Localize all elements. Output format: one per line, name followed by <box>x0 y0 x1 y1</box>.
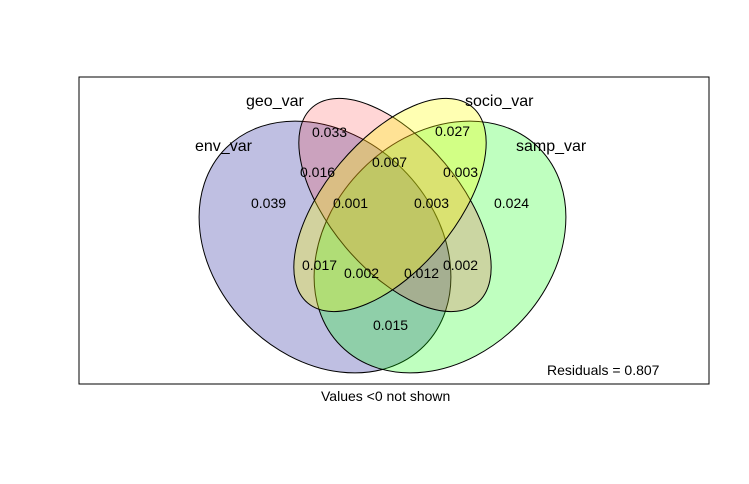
region-value-env-socio-samp: 0.002 <box>344 265 379 281</box>
ellipse-socio-var <box>293 97 487 313</box>
plot-frame <box>78 76 710 385</box>
ellipse-geo-var <box>298 97 492 313</box>
region-value-geo-samp: 0.002 <box>443 257 478 273</box>
set-label-geo-var: geo_var <box>246 93 304 110</box>
set-label-samp-var: samp_var <box>516 138 587 155</box>
region-value-env-only: 0.039 <box>251 195 286 211</box>
region-value-socio-only: 0.027 <box>435 123 470 139</box>
region-value-geo-socio-samp: 0.003 <box>414 195 449 211</box>
region-value-env-socio: 0.017 <box>302 257 337 273</box>
footnote: Values <0 not shown <box>321 388 450 404</box>
region-value-socio-samp: 0.003 <box>443 164 478 180</box>
region-value-geo-only: 0.033 <box>312 124 347 140</box>
set-label-socio-var: socio_var <box>465 93 534 110</box>
region-value-env-samp: 0.015 <box>373 317 408 333</box>
set-label-env-var: env_var <box>195 138 253 155</box>
region-value-geo-socio: 0.007 <box>372 154 407 170</box>
region-value-env-geo: 0.016 <box>300 164 335 180</box>
region-value-samp-only: 0.024 <box>494 195 529 211</box>
region-value-env-geo-samp: 0.012 <box>404 265 439 281</box>
residuals-label: Residuals = 0.807 <box>547 362 660 378</box>
region-value-env-geo-socio: 0.001 <box>333 195 368 211</box>
ellipse-env-var <box>198 120 452 374</box>
